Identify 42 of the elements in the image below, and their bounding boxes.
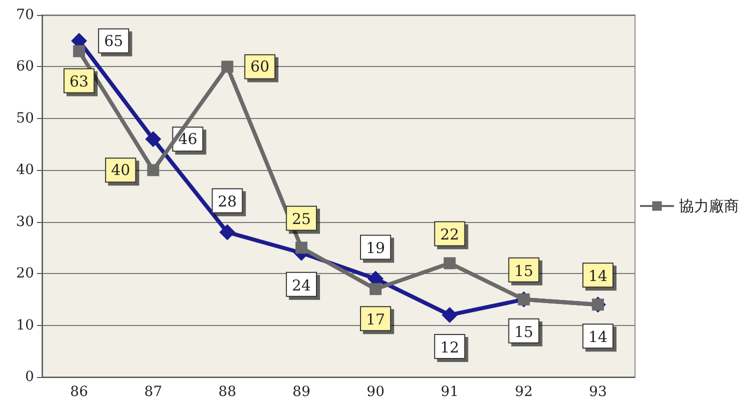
point bbox=[145, 131, 162, 148]
data-label: 60 bbox=[250, 58, 270, 76]
legend-label: 協力廠商 bbox=[679, 197, 739, 215]
data-label: 24 bbox=[292, 276, 311, 294]
point bbox=[73, 45, 86, 58]
point bbox=[442, 306, 458, 323]
y-tick-label: 20 bbox=[16, 266, 34, 282]
x-tick-label: 86 bbox=[70, 384, 88, 400]
x-tick-label: 90 bbox=[366, 384, 384, 400]
x-tick-label: 88 bbox=[218, 384, 236, 400]
x-tick-label: 92 bbox=[514, 384, 533, 400]
point bbox=[147, 164, 160, 176]
x-tick-label: 93 bbox=[589, 384, 607, 400]
y-tick-label: 10 bbox=[16, 317, 34, 334]
point bbox=[219, 224, 236, 240]
x-tick-label: 89 bbox=[292, 384, 310, 400]
data-label: 22 bbox=[440, 226, 460, 244]
y-tick-label: 70 bbox=[16, 7, 34, 23]
data-label: 65 bbox=[104, 32, 124, 50]
point bbox=[444, 257, 456, 270]
data-label: 25 bbox=[292, 210, 311, 228]
data-label: 15 bbox=[514, 262, 534, 280]
data-label: 40 bbox=[111, 161, 130, 180]
data-label: 28 bbox=[218, 192, 237, 211]
y-tick-label: 0 bbox=[25, 369, 34, 385]
point bbox=[370, 283, 382, 296]
data-label: 14 bbox=[588, 267, 608, 286]
x-tick-label: 87 bbox=[144, 384, 162, 400]
y-tick-label: 40 bbox=[16, 162, 34, 178]
data-label: 63 bbox=[70, 72, 89, 91]
y-tick-label: 60 bbox=[16, 58, 34, 75]
y-tick-label: 30 bbox=[16, 214, 34, 230]
x-tick-label: 91 bbox=[440, 384, 459, 400]
y-tick-label: 50 bbox=[16, 110, 34, 126]
point bbox=[295, 242, 308, 254]
data-label: 14 bbox=[588, 328, 608, 346]
data-label: 17 bbox=[366, 310, 386, 329]
data-label: 46 bbox=[178, 130, 198, 148]
data-label: 15 bbox=[514, 322, 534, 341]
data-label: 19 bbox=[366, 239, 386, 258]
data-label: 12 bbox=[440, 338, 460, 356]
point bbox=[221, 60, 234, 73]
